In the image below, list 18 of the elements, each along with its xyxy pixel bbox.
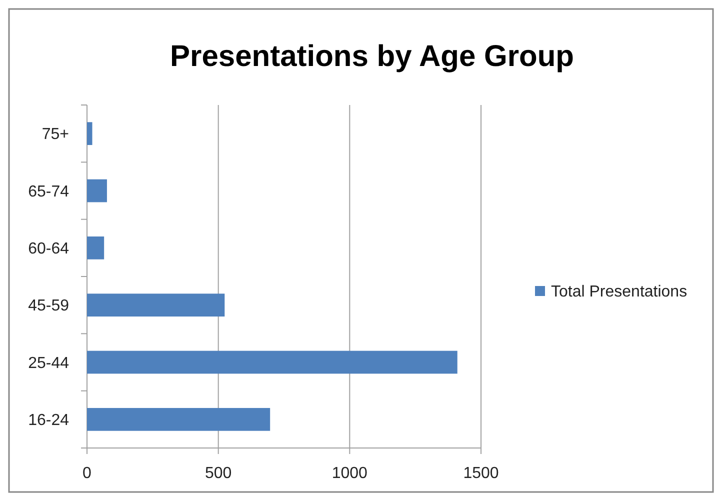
x-tick-label: 1000: [332, 465, 368, 482]
bar: [87, 236, 104, 260]
bar: [87, 294, 225, 317]
y-tick-label: 65-74: [28, 183, 70, 200]
chart-title: Presentations by Age Group: [170, 40, 574, 73]
y-tick-label: 25-44: [28, 354, 70, 372]
bar: [87, 122, 92, 146]
x-tick-label: 0: [82, 465, 92, 482]
y-tick-label: 45-59: [28, 298, 70, 315]
y-tick-label: 75+: [42, 126, 69, 144]
bar: [87, 408, 270, 431]
y-tick-label: 16-24: [28, 412, 70, 430]
bar: [87, 179, 107, 202]
legend-label: Total Presentations: [551, 284, 688, 301]
bar: [87, 350, 458, 374]
x-tick-label: 1500: [463, 465, 499, 482]
y-tick-label: 60-64: [28, 240, 70, 258]
x-tick-label: 500: [204, 465, 232, 482]
